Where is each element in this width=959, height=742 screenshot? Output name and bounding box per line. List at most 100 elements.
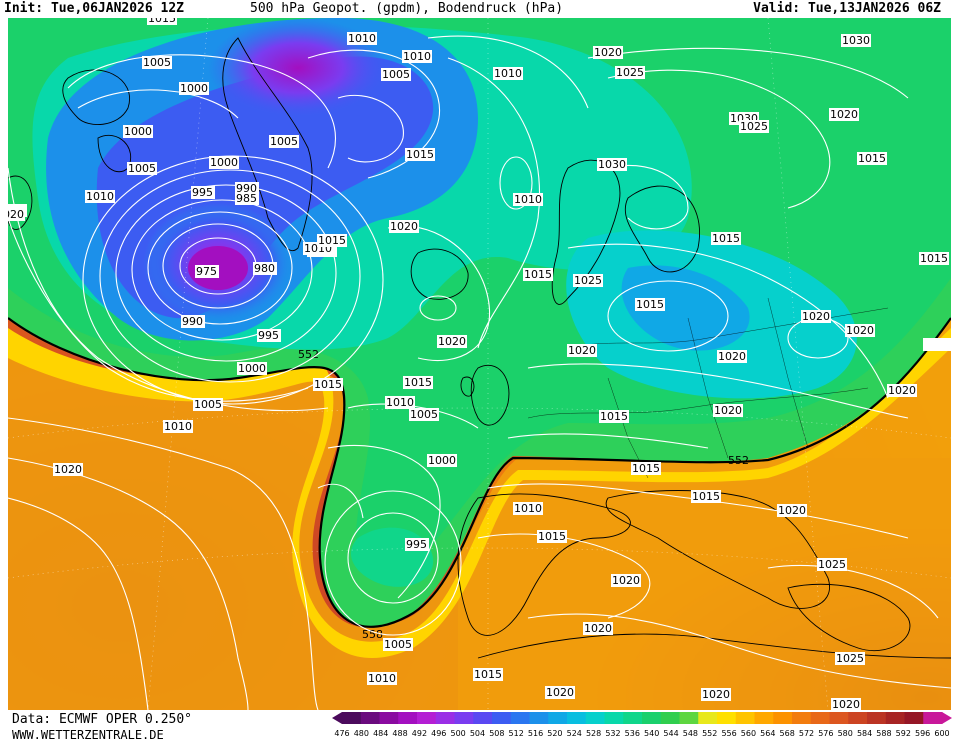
- chart-title: 500 hPa Geopot. (gpdm), Bodendruck (hPa): [250, 1, 564, 16]
- svg-text:1005: 1005: [382, 68, 410, 81]
- legend-tick-label: 556: [721, 729, 736, 738]
- svg-text:1020: 1020: [568, 344, 596, 357]
- legend-tick-label: 532: [605, 729, 620, 738]
- svg-text:1020: 1020: [584, 622, 612, 635]
- contour-558-label: 558: [362, 628, 383, 641]
- svg-text:995: 995: [192, 186, 213, 199]
- pressure-label: 1020: [545, 686, 575, 699]
- svg-text:1000: 1000: [180, 82, 208, 95]
- svg-text:975: 975: [196, 265, 217, 278]
- legend-tick-label: 516: [528, 729, 543, 738]
- svg-text:1015: 1015: [524, 268, 552, 281]
- svg-text:1010: 1010: [368, 672, 396, 685]
- legend-tick-label: 544: [663, 729, 678, 738]
- legend-tick-label: 520: [547, 729, 562, 738]
- svg-text:1015: 1015: [692, 490, 720, 503]
- pressure-label: 1005: [381, 68, 411, 81]
- pressure-label: 990: [235, 182, 259, 195]
- svg-text:1000: 1000: [124, 125, 152, 138]
- legend-swatch: [342, 712, 362, 724]
- pressure-label: 1000: [123, 125, 153, 138]
- svg-text:1010: 1010: [386, 396, 414, 409]
- pressure-label: 1025: [573, 274, 603, 287]
- legend-tick-label: 576: [818, 729, 833, 738]
- legend-tick-label: 492: [412, 729, 427, 738]
- pressure-label: 1015: [403, 376, 433, 389]
- pressure-label: 1015: [631, 462, 661, 475]
- pressure-label: 1020: [845, 324, 875, 337]
- legend-tick-label: 508: [489, 729, 504, 738]
- chart-footer: Data: ECMWF OPER 0.250° WWW.WETTERZENTRA…: [0, 710, 959, 742]
- legend-tick-label: 600: [934, 729, 949, 738]
- svg-text:1020: 1020: [832, 698, 860, 710]
- data-source: Data: ECMWF OPER 0.250°: [12, 712, 193, 727]
- pressure-label: 1020: [8, 208, 25, 221]
- pressure-label: 990: [181, 315, 205, 328]
- svg-text:1015: 1015: [404, 376, 432, 389]
- borders: [527, 297, 889, 479]
- pressure-label: 1015: [147, 18, 177, 25]
- pressure-label: 1020: [713, 404, 743, 417]
- pressure-label: 980: [253, 262, 277, 275]
- svg-text:1010: 1010: [514, 193, 542, 206]
- pressure-label: 1005: [383, 638, 413, 651]
- svg-text:1020: 1020: [612, 574, 640, 587]
- greenland-cold-core: [208, 18, 388, 118]
- svg-text:1010: 1010: [403, 50, 431, 63]
- legend-swatch: [754, 712, 774, 724]
- orange-band: [8, 318, 951, 710]
- svg-text:1020: 1020: [714, 404, 742, 417]
- website-url: WWW.WETTERZENTRALE.DE: [12, 728, 164, 742]
- legend-swatch: [454, 712, 474, 724]
- legend-tick-label: 524: [567, 729, 582, 738]
- legend-tick-label: 540: [644, 729, 659, 738]
- pressure-label: 1010: [347, 32, 377, 45]
- svg-text:1015: 1015: [920, 252, 948, 265]
- legend-tick-label: 512: [509, 729, 524, 738]
- pressure-label: 1015: [523, 268, 553, 281]
- legend-swatch: [567, 712, 587, 724]
- contour-552: [8, 317, 951, 628]
- legend-swatch: [735, 712, 755, 724]
- svg-text:1025: 1025: [616, 66, 644, 79]
- isobar-labels: 1010 1010 1005 1000 1000 1005 1010 1005 …: [8, 18, 951, 710]
- pressure-label: 1020: [583, 622, 613, 635]
- pressure-label: 1030: [597, 158, 627, 171]
- pressure-label: 1010: [367, 672, 397, 685]
- svg-text:1025: 1025: [740, 120, 768, 133]
- svg-text:1005: 1005: [270, 135, 298, 148]
- legend-swatch: [698, 712, 718, 724]
- pressure-label: 1025: [835, 652, 865, 665]
- svg-text:1025: 1025: [574, 274, 602, 287]
- svg-text:1005: 1005: [384, 638, 412, 651]
- svg-text:1025: 1025: [836, 652, 864, 665]
- color-legend: 476 480 484 488 492 496 500 504 508 512 516 520 524 5…: [332, 712, 952, 738]
- valid-time: Valid: Tue,13JAN2026 06Z: [753, 1, 941, 16]
- pressure-label: 1020: [593, 46, 623, 59]
- legend-swatch: [417, 712, 437, 724]
- pressure-label: 1020: [567, 344, 597, 357]
- eastern-low-core: [621, 265, 750, 351]
- svg-text:1020: 1020: [830, 108, 858, 121]
- legend-swatch: [360, 712, 380, 724]
- legend-swatch: [529, 712, 549, 724]
- svg-text:1005: 1005: [143, 56, 171, 69]
- pressure-label: 1020: [437, 335, 467, 348]
- legend-tick-label: 564: [760, 729, 775, 738]
- legend-swatch: [848, 712, 868, 724]
- svg-text:1015: 1015: [858, 152, 886, 165]
- svg-text:1015: 1015: [474, 668, 502, 681]
- svg-text:1000: 1000: [210, 156, 238, 169]
- legend-tick-label: 592: [896, 729, 911, 738]
- legend-swatch: [867, 712, 887, 724]
- pressure-label: 1015: [317, 234, 347, 247]
- legend-swatch: [679, 712, 699, 724]
- legend-swatch: [379, 712, 399, 724]
- pressure-label: 1010: [513, 193, 543, 206]
- isobars: [8, 35, 951, 710]
- pressure-label: 975: [195, 265, 219, 278]
- svg-text:980: 980: [254, 262, 275, 275]
- svg-text:1005: 1005: [410, 408, 438, 421]
- pressure-label: 1005: [409, 408, 439, 421]
- pressure-label: 995: [405, 538, 429, 551]
